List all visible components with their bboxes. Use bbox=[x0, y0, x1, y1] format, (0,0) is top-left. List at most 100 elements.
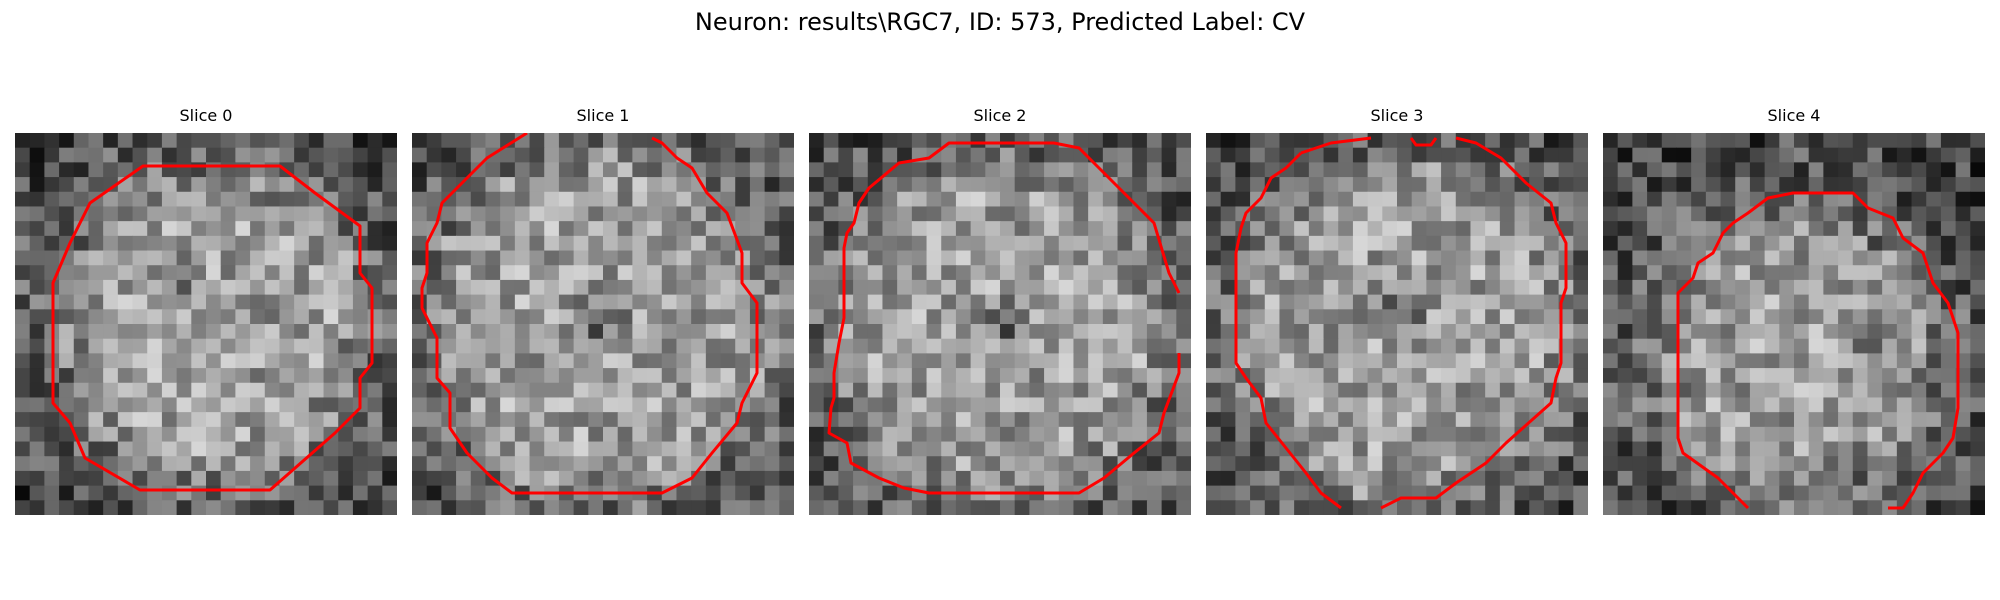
image-pixel bbox=[809, 500, 825, 515]
image-pixel bbox=[603, 397, 619, 413]
image-pixel bbox=[1926, 309, 1942, 325]
image-pixel bbox=[588, 456, 604, 472]
image-pixel bbox=[1382, 235, 1398, 252]
image-pixel bbox=[264, 309, 281, 325]
image-pixel bbox=[647, 397, 663, 413]
image-pixel bbox=[147, 294, 163, 310]
image-pixel bbox=[1647, 485, 1663, 501]
image-pixel bbox=[1676, 353, 1692, 369]
image-pixel bbox=[985, 162, 1001, 178]
image-pixel bbox=[279, 382, 295, 399]
image-pixel bbox=[1000, 338, 1016, 354]
image-pixel bbox=[44, 162, 60, 178]
image-pixel bbox=[1676, 309, 1692, 325]
image-pixel bbox=[235, 353, 251, 369]
image-pixel bbox=[1058, 191, 1075, 208]
image-pixel bbox=[1441, 221, 1457, 237]
image-pixel bbox=[1470, 382, 1486, 399]
image-pixel bbox=[470, 133, 487, 149]
image-pixel bbox=[426, 500, 442, 515]
image-pixel bbox=[412, 382, 428, 399]
image-pixel bbox=[1014, 177, 1030, 193]
image-pixel bbox=[1764, 250, 1780, 266]
image-pixel bbox=[1000, 426, 1016, 443]
image-pixel bbox=[1176, 324, 1191, 340]
image-pixel bbox=[1573, 279, 1588, 296]
image-pixel bbox=[941, 382, 957, 399]
image-pixel bbox=[132, 279, 148, 296]
image-pixel bbox=[147, 147, 163, 163]
image-pixel bbox=[1470, 353, 1486, 369]
image-pixel bbox=[1161, 426, 1177, 443]
image-pixel bbox=[1867, 397, 1883, 413]
image-pixel bbox=[1117, 382, 1133, 399]
image-pixel bbox=[1705, 470, 1722, 487]
image-pixel bbox=[955, 133, 972, 149]
image-pixel bbox=[1117, 470, 1133, 487]
image-pixel bbox=[382, 470, 397, 487]
image-pixel bbox=[720, 338, 736, 354]
image-pixel bbox=[941, 456, 957, 472]
image-pixel bbox=[1779, 294, 1795, 310]
image-pixel bbox=[764, 235, 780, 252]
image-pixel bbox=[485, 368, 501, 384]
image-pixel bbox=[352, 412, 369, 428]
image-pixel bbox=[176, 177, 192, 193]
image-pixel bbox=[1529, 353, 1545, 369]
image-pixel bbox=[1514, 353, 1530, 369]
image-pixel bbox=[1632, 426, 1648, 443]
image-pixel bbox=[220, 221, 236, 237]
image-pixel bbox=[1352, 500, 1369, 515]
image-pixel bbox=[779, 206, 794, 222]
image-pixel bbox=[661, 382, 678, 399]
image-pixel bbox=[779, 397, 794, 413]
image-pixel bbox=[1102, 235, 1119, 252]
image-pixel bbox=[1499, 133, 1516, 149]
image-pixel bbox=[1779, 147, 1795, 163]
image-pixel bbox=[1352, 397, 1369, 413]
image-pixel bbox=[1294, 279, 1310, 296]
image-pixel bbox=[1485, 485, 1501, 501]
image-pixel bbox=[1220, 456, 1236, 472]
image-pixel bbox=[749, 470, 766, 487]
image-pixel bbox=[1088, 206, 1104, 222]
image-pixel bbox=[308, 456, 325, 472]
image-pixel bbox=[1882, 279, 1898, 296]
image-pixel bbox=[1235, 294, 1251, 310]
image-pixel bbox=[544, 441, 560, 457]
image-pixel bbox=[1235, 338, 1251, 354]
image-pixel bbox=[1088, 412, 1104, 428]
image-pixel bbox=[250, 382, 266, 399]
image-pixel bbox=[1102, 265, 1119, 281]
image-pixel bbox=[603, 456, 619, 472]
image-pixel bbox=[367, 294, 383, 310]
image-pixel bbox=[1338, 265, 1354, 281]
image-pixel bbox=[1735, 500, 1751, 515]
image-pixel bbox=[809, 309, 825, 325]
image-pixel bbox=[308, 470, 325, 487]
image-pixel bbox=[147, 324, 163, 340]
image-pixel bbox=[1808, 485, 1824, 501]
image-pixel bbox=[1117, 265, 1133, 281]
image-pixel bbox=[1691, 162, 1707, 178]
image-pixel bbox=[1603, 191, 1619, 208]
image-pixel bbox=[1294, 441, 1310, 457]
image-pixel bbox=[809, 456, 825, 472]
image-pixel bbox=[1323, 147, 1339, 163]
image-pixel bbox=[558, 250, 575, 266]
image-pixel bbox=[367, 162, 383, 178]
image-pixel bbox=[573, 206, 589, 222]
image-pixel bbox=[235, 338, 251, 354]
image-pixel bbox=[1896, 147, 1913, 163]
image-pixel bbox=[705, 353, 722, 369]
image-pixel bbox=[485, 133, 501, 149]
image-pixel bbox=[1279, 397, 1295, 413]
image-pixel bbox=[544, 265, 560, 281]
image-pixel bbox=[426, 162, 442, 178]
image-pixel bbox=[779, 368, 794, 384]
image-pixel bbox=[1146, 265, 1163, 281]
image-pixel bbox=[117, 309, 134, 325]
image-pixel bbox=[1617, 177, 1633, 193]
image-pixel bbox=[382, 265, 397, 281]
image-pixel bbox=[29, 279, 45, 296]
